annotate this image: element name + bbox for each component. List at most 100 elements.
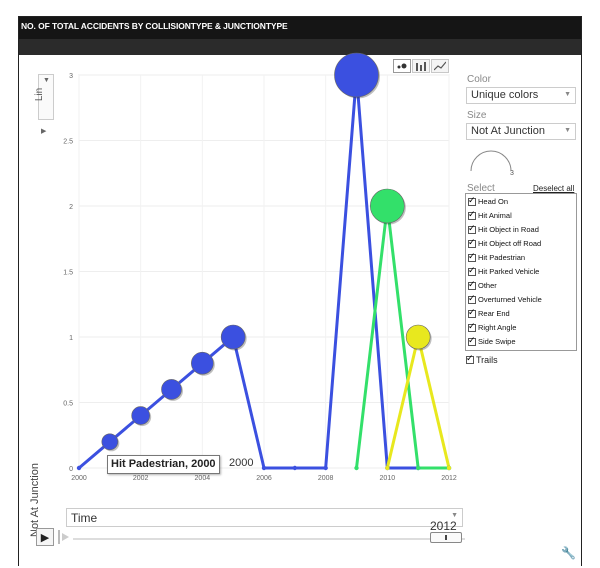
list-item-label: Other [478,281,497,290]
chart-frame: NO. OF TOTAL ACCIDENTS BY COLLISIONTYPE … [18,16,582,566]
list-item-label: Hit Object off Road [478,239,542,248]
x-tick-label: 2004 [195,475,211,482]
chart-plot[interactable]: 0 0.5 1 1.5 2 2.5 3 2000 2002 2004 2006 2008 2010 201… [19,17,581,517]
tooltip-echo: 2000 [229,457,254,469]
list-item-label: Head On [478,197,509,206]
size-gauge-value: 3 [510,170,514,177]
x-tick-label: 2000 [71,475,87,482]
bar-view-icon[interactable] [412,59,430,73]
data-point [292,465,298,471]
size-select[interactable]: Not At Junction ▼ [466,123,576,140]
data-point [415,465,421,471]
color-label: Color [467,74,491,85]
view-switcher [393,59,450,73]
scale-selector[interactable]: ▼ Lin [34,74,54,120]
data-point [446,465,452,471]
checkbox[interactable] [468,321,476,332]
chart-title: NO. OF TOTAL ACCIDENTS BY COLLISIONTYPE … [21,21,288,31]
bubble-view-icon[interactable] [393,59,411,73]
chevron-down-icon: ▼ [43,77,50,84]
y-tick-label: 3 [69,73,73,80]
list-item-label: Hit Padestrian [478,253,526,262]
data-point [261,465,267,471]
data-bubble [405,324,431,350]
data-bubble [220,324,246,350]
wrench-icon[interactable]: 🔧 [561,546,576,560]
list-item-label: Hit Object in Road [478,225,539,234]
checkbox[interactable] [468,265,476,276]
list-item-label: Side Swipe [478,337,516,346]
current-time: 2012 [430,519,457,533]
checkbox[interactable] [468,209,476,220]
time-slider-track[interactable] [73,538,465,540]
y-tick-label: 1.5 [63,270,73,277]
checkbox[interactable] [468,223,476,234]
tooltip: Hit Padestrian, 2000 [107,455,220,474]
x-tick-label: 2012 [441,475,457,482]
time-dimension-value: Time [71,511,98,525]
list-item[interactable]: Hit Padestrian [468,251,525,264]
list-item[interactable]: Hit Animal [468,209,512,222]
checkbox[interactable] [468,195,476,206]
title-bar: NO. OF TOTAL ACCIDENTS BY COLLISIONTYPE … [19,17,581,39]
checkbox[interactable] [468,335,476,346]
y-tick-label: 2 [69,204,73,211]
chevron-down-icon: ▼ [451,512,458,519]
list-item-label: Overturned Vehicle [478,295,542,304]
chevron-down-icon: ▼ [564,91,571,98]
play-button[interactable]: ▶ [36,528,54,546]
checkbox[interactable] [468,237,476,248]
x-tick-label: 2006 [256,475,272,482]
data-bubble [101,433,119,451]
expand-arrow-icon[interactable]: ▶ [41,128,47,135]
size-gauge-icon: 3 [470,150,514,177]
list-item[interactable]: Head On [468,195,508,208]
data-point [76,465,82,471]
deselect-all-link[interactable]: Deselect all [533,184,575,193]
time-slider-thumb[interactable] [430,532,462,543]
data-point [323,465,328,471]
list-item-label: Rear End [478,309,510,318]
data-bubble [334,52,379,98]
speed-icon[interactable] [57,529,71,545]
list-item-label: Hit Parked Vehicle [478,267,540,276]
data-bubble [370,188,405,224]
series-trail [355,204,449,470]
list-item[interactable]: Rear End [468,307,510,320]
y-tick-label: 2.5 [63,139,73,146]
data-point [354,465,359,471]
x-tick-label: 2008 [318,475,334,482]
y-tick-label: 1 [69,335,73,342]
line-view-icon[interactable] [431,59,449,73]
color-select[interactable]: Unique colors ▼ [466,87,576,104]
data-bubble [191,351,214,375]
data-bubble [161,379,182,400]
trails-label: Trails [476,355,498,365]
list-item[interactable]: Other [468,279,497,292]
list-item[interactable]: Overturned Vehicle [468,293,542,306]
list-item[interactable]: Right Angle [468,321,516,334]
list-item-label: Hit Animal [478,211,512,220]
checkbox[interactable] [468,279,476,290]
y-tick-label: 0.5 [63,401,73,408]
size-select-value: Not At Junction [471,125,545,137]
list-item[interactable]: Side Swipe [468,335,516,348]
time-dimension-select[interactable]: Time ▼ [66,508,463,527]
trails-checkbox[interactable] [466,353,474,364]
x-tick-label: 2010 [380,475,396,482]
chevron-down-icon: ▼ [564,127,571,134]
checkbox[interactable] [468,293,476,304]
list-item[interactable]: Hit Object in Road [468,223,539,236]
checkbox[interactable] [468,251,476,262]
checkbox[interactable] [468,307,476,318]
color-select-value: Unique colors [471,89,539,101]
entity-list: Head On Hit Animal Hit Object in Road Hi… [465,193,577,351]
list-item-label: Right Angle [478,323,517,332]
data-bubble [131,406,150,425]
list-item[interactable]: Hit Parked Vehicle [468,265,539,278]
trails-toggle[interactable]: Trails [466,353,498,365]
play-icon: ▶ [40,531,50,544]
subtitle-bar [19,39,581,55]
list-item[interactable]: Hit Object off Road [468,237,541,250]
y-tick-label: 0 [69,466,73,473]
